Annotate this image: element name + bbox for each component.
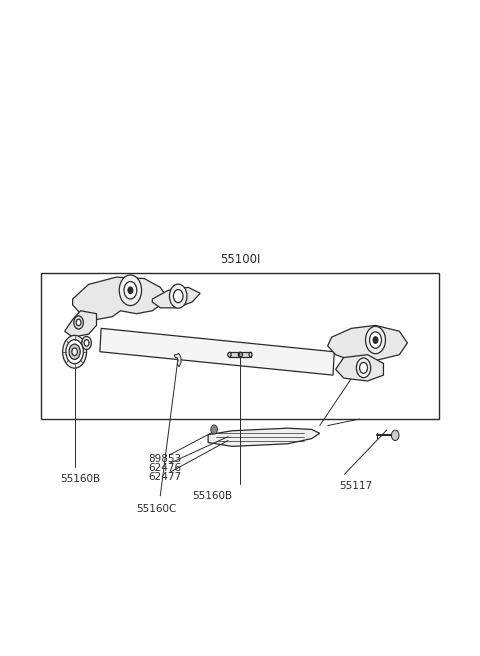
- Text: 55160C: 55160C: [136, 504, 177, 514]
- Circle shape: [128, 287, 133, 293]
- Circle shape: [66, 340, 84, 364]
- Polygon shape: [328, 325, 408, 361]
- Text: 89853: 89853: [148, 454, 181, 464]
- Circle shape: [84, 340, 89, 346]
- Ellipse shape: [249, 352, 252, 357]
- Polygon shape: [65, 311, 96, 337]
- Circle shape: [392, 430, 399, 441]
- Text: 62476: 62476: [148, 463, 181, 473]
- Text: 55100I: 55100I: [220, 253, 260, 266]
- Circle shape: [370, 332, 382, 348]
- Circle shape: [82, 337, 91, 350]
- Circle shape: [211, 425, 217, 434]
- Polygon shape: [208, 428, 320, 446]
- Circle shape: [169, 284, 187, 308]
- Polygon shape: [72, 277, 168, 319]
- Polygon shape: [100, 329, 334, 375]
- Circle shape: [173, 289, 183, 302]
- Polygon shape: [336, 355, 384, 381]
- Circle shape: [366, 327, 385, 354]
- Circle shape: [74, 316, 84, 329]
- Circle shape: [373, 337, 378, 343]
- Circle shape: [69, 344, 80, 359]
- Circle shape: [356, 358, 371, 378]
- Text: 62477: 62477: [148, 472, 181, 482]
- Ellipse shape: [238, 352, 242, 357]
- Text: 55160B: 55160B: [192, 491, 232, 501]
- Ellipse shape: [240, 352, 242, 357]
- Circle shape: [63, 335, 86, 368]
- Circle shape: [124, 281, 137, 299]
- Bar: [229, 352, 240, 357]
- Bar: [241, 352, 251, 357]
- Text: 55117: 55117: [340, 481, 373, 491]
- Circle shape: [119, 275, 142, 306]
- Text: 55160B: 55160B: [60, 474, 100, 484]
- Polygon shape: [174, 354, 181, 367]
- Circle shape: [360, 362, 368, 373]
- Polygon shape: [152, 287, 200, 308]
- Circle shape: [76, 319, 81, 326]
- Ellipse shape: [228, 352, 231, 357]
- Circle shape: [72, 348, 77, 356]
- Bar: [41, 273, 439, 419]
